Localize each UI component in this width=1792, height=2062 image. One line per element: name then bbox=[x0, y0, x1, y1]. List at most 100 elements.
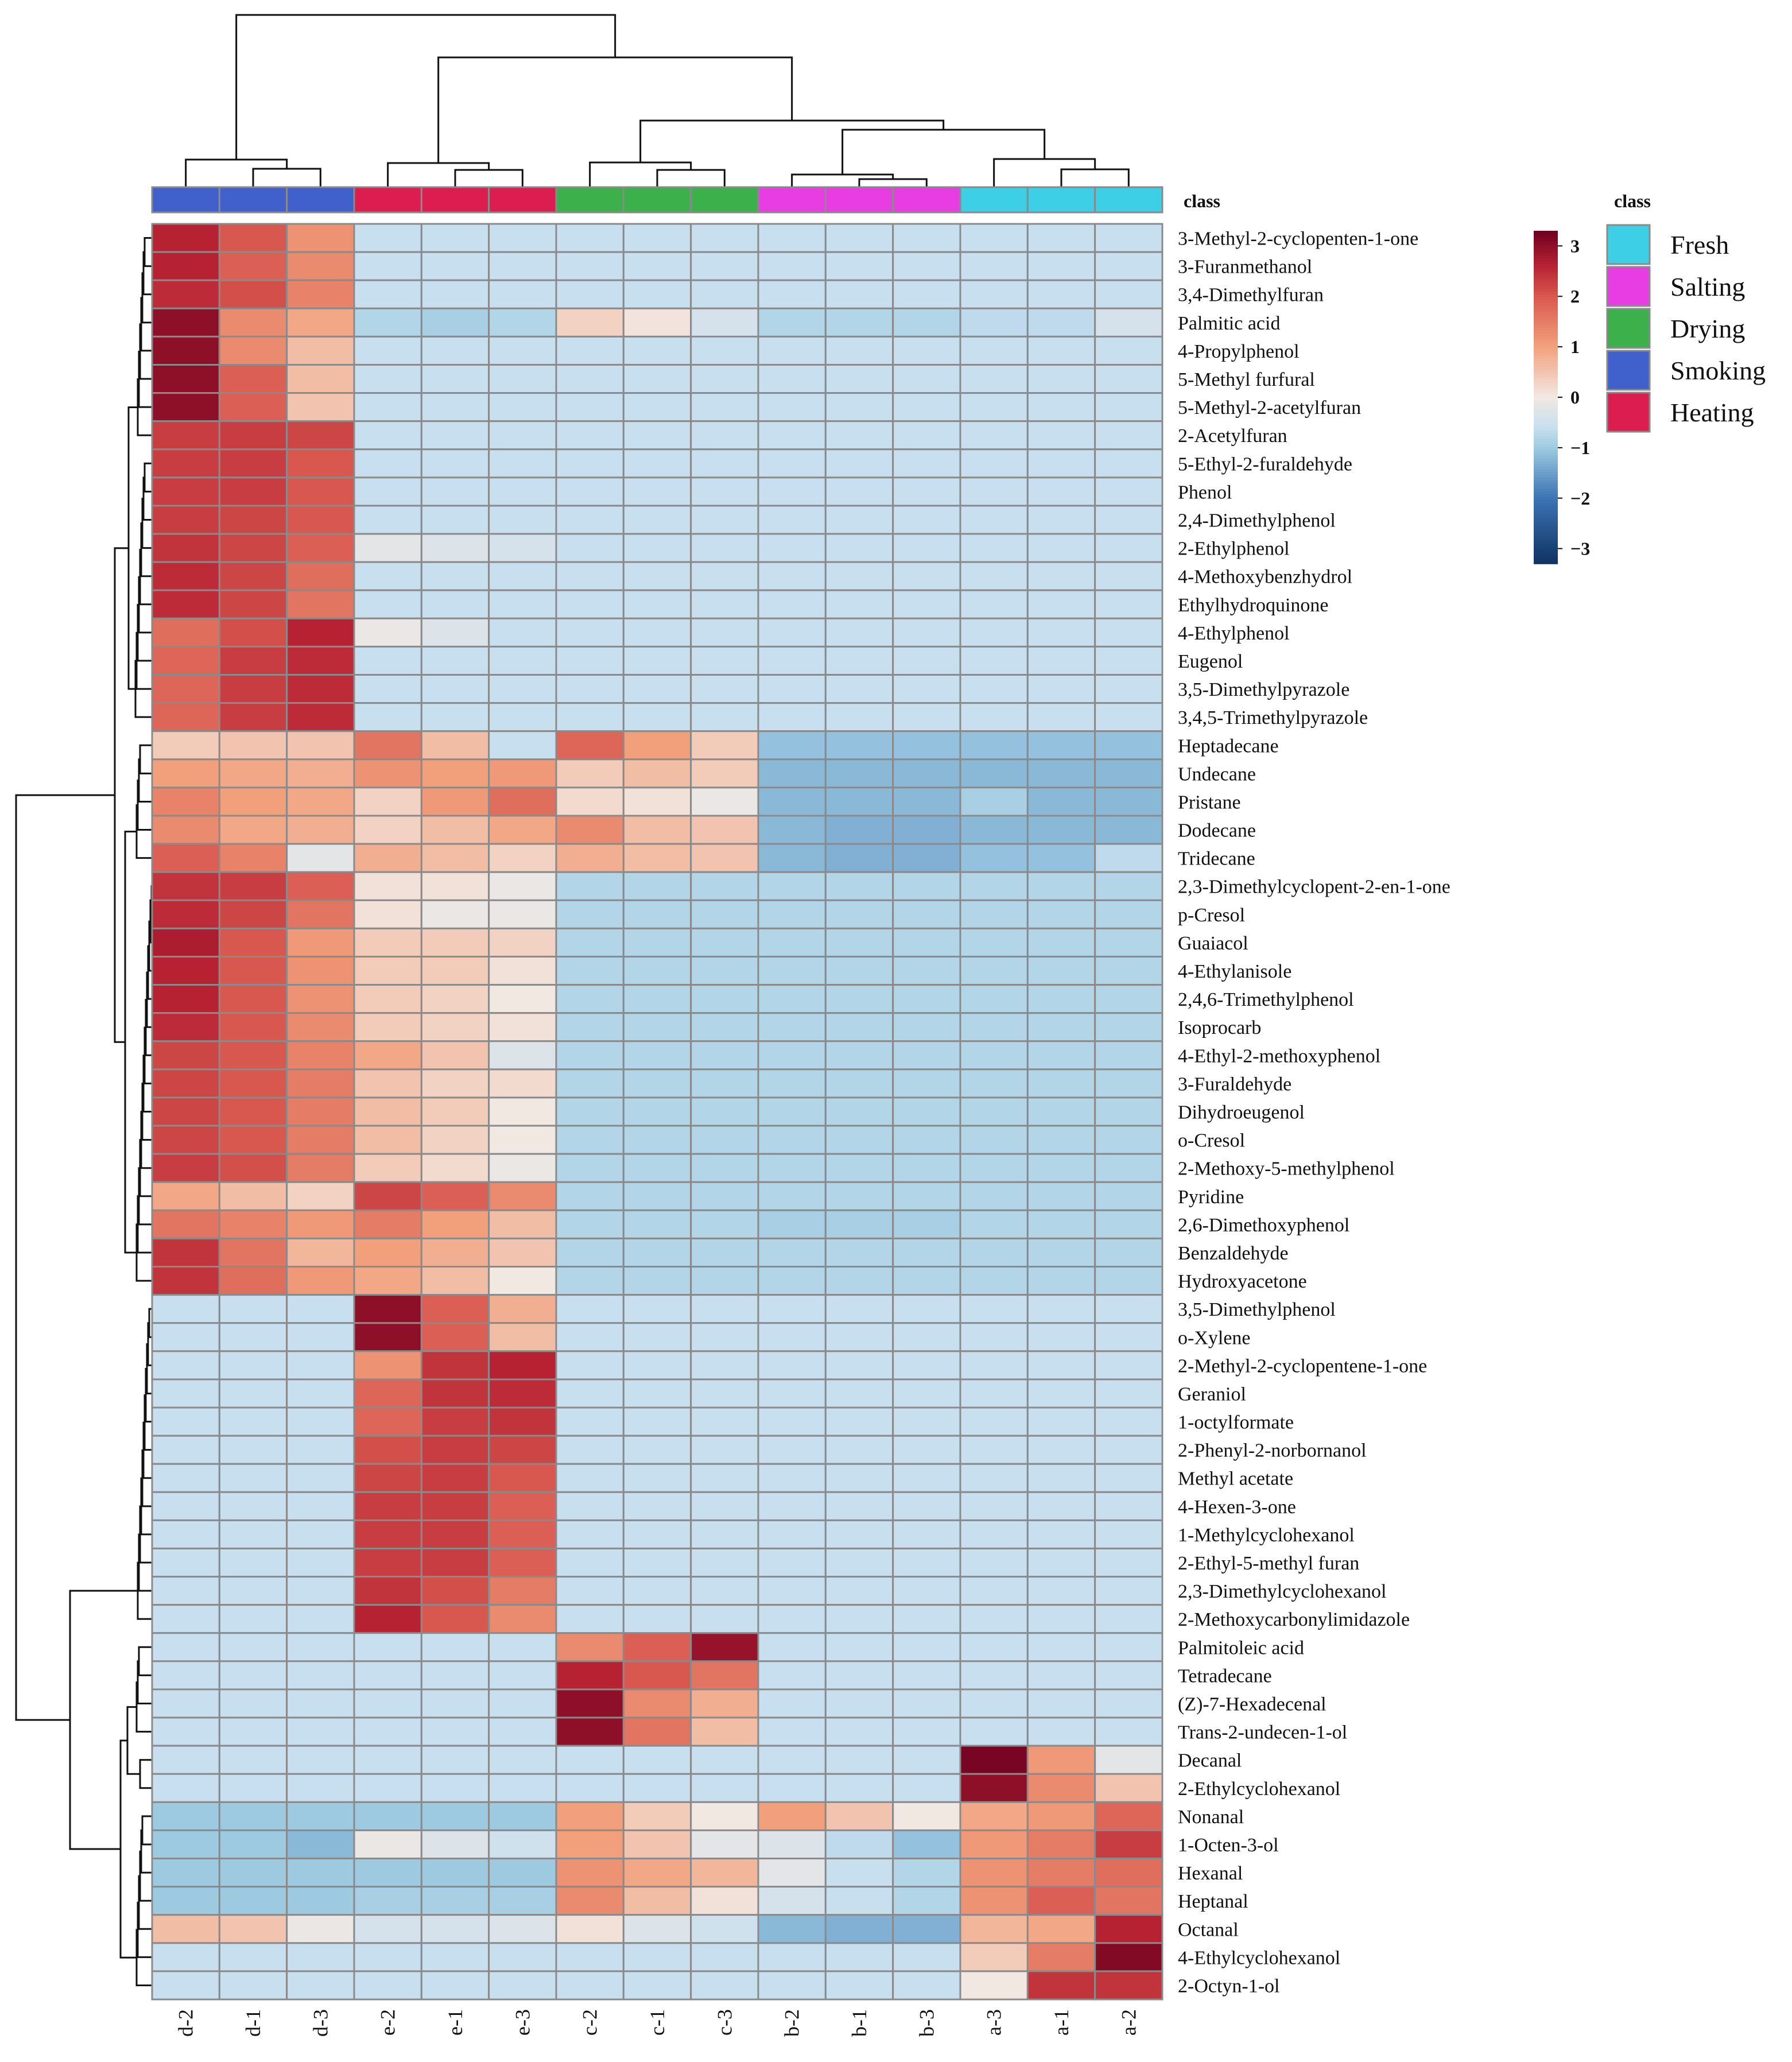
row-label: 1-octylformate bbox=[1178, 1412, 1294, 1433]
colorbar-segment bbox=[1534, 536, 1558, 540]
heatmap-cell bbox=[151, 1914, 220, 1944]
heatmap-cell bbox=[622, 815, 692, 845]
heatmap-cell bbox=[1026, 1858, 1096, 1888]
heatmap-cell bbox=[555, 984, 625, 1014]
heatmap-cell bbox=[353, 786, 422, 817]
heatmap-cell bbox=[555, 730, 625, 761]
heatmap-cell bbox=[218, 505, 288, 535]
heatmap-cell bbox=[286, 533, 355, 563]
heatmap-cell bbox=[622, 1491, 692, 1521]
heatmap-cell bbox=[1026, 1378, 1096, 1409]
heatmap-cell bbox=[420, 1350, 490, 1381]
class-legend: class Fresh Salting Drying Smoking Heating bbox=[1606, 191, 1766, 433]
heatmap-cell bbox=[959, 533, 1029, 563]
heatmap-cell bbox=[1026, 1153, 1096, 1183]
heatmap-cell bbox=[1026, 617, 1096, 648]
heatmap-cell bbox=[959, 1942, 1029, 1972]
heatmap-cells bbox=[151, 223, 1163, 2001]
heatmap-cell bbox=[1094, 702, 1163, 732]
heatmap-cell bbox=[1094, 1829, 1163, 1860]
heatmap-cell bbox=[218, 1942, 288, 1972]
heatmap-cell bbox=[488, 363, 557, 394]
heatmap-cell bbox=[1094, 674, 1163, 704]
heatmap-cell bbox=[353, 1716, 422, 1747]
heatmap-cell bbox=[892, 1153, 961, 1183]
heatmap-cell bbox=[353, 476, 422, 507]
heatmap-cell bbox=[824, 251, 894, 281]
heatmap-cell bbox=[151, 871, 220, 901]
heatmap-cell bbox=[488, 1745, 557, 1775]
heatmap-cell bbox=[824, 1970, 894, 2001]
heatmap-cell bbox=[690, 1463, 759, 1493]
heatmap-cell bbox=[218, 1519, 288, 1549]
heatmap-cell bbox=[757, 1858, 827, 1888]
heatmap-cell bbox=[286, 1547, 355, 1578]
heatmap-cell bbox=[420, 307, 490, 338]
heatmap-cell bbox=[555, 1547, 625, 1578]
column-label: d-2 bbox=[174, 2009, 197, 2037]
column-label: c-3 bbox=[713, 2009, 736, 2036]
heatmap-cell bbox=[1026, 1040, 1096, 1071]
heatmap-cell bbox=[824, 1519, 894, 1549]
heatmap-cell bbox=[218, 1068, 288, 1099]
heatmap-cell bbox=[892, 1604, 961, 1634]
row-label: 5-Ethyl-2-furaldehyde bbox=[1178, 454, 1352, 475]
heatmap-cell bbox=[690, 1153, 759, 1183]
heatmap-cell bbox=[555, 1858, 625, 1888]
heatmap-cell bbox=[488, 1096, 557, 1127]
row-label: o-Cresol bbox=[1178, 1130, 1245, 1152]
colorbar-tick-label: −3 bbox=[1570, 538, 1590, 559]
heatmap-cell bbox=[488, 1773, 557, 1803]
column-label: c-1 bbox=[646, 2009, 669, 2036]
heatmap-cell bbox=[420, 1463, 490, 1493]
row-label: Methyl acetate bbox=[1178, 1468, 1293, 1490]
heatmap-cell bbox=[1094, 899, 1163, 929]
colorbar-segment bbox=[1534, 538, 1558, 542]
colorbar-segment bbox=[1534, 533, 1558, 537]
heatmap-cell bbox=[488, 1209, 557, 1239]
heatmap-cell bbox=[286, 307, 355, 338]
heatmap-cell bbox=[959, 1604, 1029, 1634]
heatmap-cell bbox=[892, 1576, 961, 1606]
row-label: Octanal bbox=[1178, 1919, 1239, 1940]
heatmap-cell bbox=[757, 1435, 827, 1465]
colorbar-segment bbox=[1534, 555, 1558, 559]
heatmap-cell bbox=[1094, 1153, 1163, 1183]
heatmap-cell bbox=[690, 1435, 759, 1465]
column-label: a-2 bbox=[1117, 2009, 1140, 2036]
heatmap-cell bbox=[1094, 1858, 1163, 1888]
row-label: Guaiacol bbox=[1178, 933, 1248, 954]
heatmap-cell bbox=[353, 955, 422, 986]
heatmap-cell bbox=[1094, 1547, 1163, 1578]
heatmap-cell bbox=[959, 815, 1029, 845]
row-label: Geraniol bbox=[1178, 1383, 1246, 1405]
heatmap-cell bbox=[488, 1660, 557, 1691]
colorbar-segment bbox=[1534, 366, 1558, 370]
heatmap-cell bbox=[1094, 843, 1163, 873]
heatmap-cell bbox=[353, 1632, 422, 1662]
heatmap-cell bbox=[286, 1801, 355, 1831]
heatmap-cell bbox=[959, 505, 1029, 535]
heatmap-cell bbox=[488, 1914, 557, 1944]
heatmap-cell bbox=[622, 1068, 692, 1099]
colorbar-segment bbox=[1534, 416, 1558, 420]
heatmap-cell bbox=[555, 251, 625, 281]
colorbar-segment bbox=[1534, 439, 1558, 443]
heatmap-cell bbox=[892, 251, 961, 281]
heatmap-cell bbox=[488, 1463, 557, 1493]
heatmap-cell bbox=[1094, 307, 1163, 338]
heatmap-cell bbox=[824, 1406, 894, 1437]
colorbar-segment bbox=[1534, 530, 1558, 534]
heatmap-cell bbox=[1094, 1942, 1163, 1972]
column-label: a-3 bbox=[983, 2009, 1006, 2036]
heatmap-cell bbox=[757, 1096, 827, 1127]
heatmap-cell bbox=[555, 843, 625, 873]
heatmap-cell bbox=[622, 561, 692, 591]
heatmap-cell bbox=[1094, 1125, 1163, 1155]
colorbar-tick-label: 2 bbox=[1570, 286, 1580, 307]
heatmap-cell bbox=[824, 476, 894, 507]
heatmap-cell bbox=[420, 786, 490, 817]
heatmap-cell bbox=[420, 815, 490, 845]
heatmap-cell bbox=[1026, 1632, 1096, 1662]
